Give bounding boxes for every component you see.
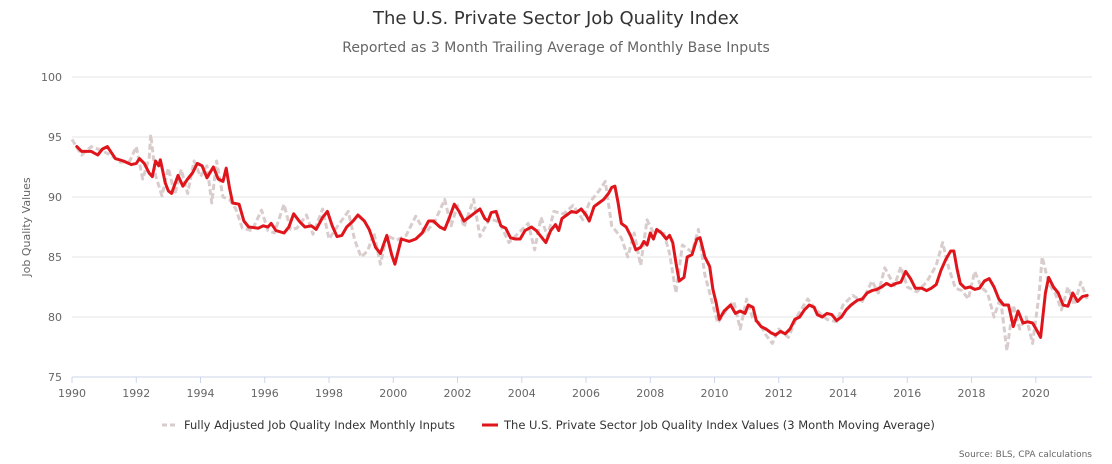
y-tick-labels: 75 80 85 90 95 100 (41, 71, 62, 384)
x-tick-label: 1992 (122, 387, 150, 400)
x-tick-label: 1996 (251, 387, 279, 400)
chart-subtitle: Reported as 3 Month Trailing Average of … (342, 40, 770, 56)
x-tick-label: 2006 (572, 387, 600, 400)
legend-label-moving-average[interactable]: The U.S. Private Sector Job Quality Inde… (503, 418, 935, 432)
plot-series (70, 133, 1089, 353)
series-line-moving-average (75, 145, 1089, 339)
x-tick-label: 2018 (958, 387, 986, 400)
x-tick-label: 2020 (1022, 387, 1050, 400)
x-tick-label: 1998 (315, 387, 343, 400)
source-credit[interactable]: Source: BLS, CPA calculations (959, 450, 1092, 460)
x-axis (71, 376, 1092, 383)
x-tick-label: 2008 (636, 387, 664, 400)
x-tick-label: 2004 (508, 387, 536, 400)
y-axis-title: Job Quality Values (20, 177, 33, 277)
x-tick-label: 1994 (187, 387, 215, 400)
y-tick-label: 95 (48, 131, 62, 144)
y-tick-label: 90 (48, 191, 62, 204)
grid-lines (72, 76, 1092, 318)
x-tick-label: 2002 (444, 387, 472, 400)
x-tick-label: 2000 (379, 387, 407, 400)
legend[interactable]: Fully Adjusted Job Quality Index Monthly… (162, 418, 935, 432)
y-tick-label: 100 (41, 71, 62, 84)
y-tick-label: 80 (48, 311, 62, 324)
y-tick-label: 85 (48, 251, 62, 264)
x-tick-labels: 1990 1992 1994 1996 1998 2000 2002 2004 2006 2008… (58, 387, 1050, 400)
x-tick-label: 1990 (58, 387, 86, 400)
y-tick-label: 75 (48, 371, 62, 384)
x-tick-label: 2010 (701, 387, 729, 400)
x-tick-label: 2016 (893, 387, 921, 400)
chart-title: The U.S. Private Sector Job Quality Inde… (372, 8, 739, 29)
legend-label-monthly-inputs[interactable]: Fully Adjusted Job Quality Index Monthly… (184, 418, 455, 432)
x-tick-label: 2012 (765, 387, 793, 400)
series-line-monthly-inputs (70, 133, 1089, 353)
x-tick-label: 2014 (829, 387, 857, 400)
